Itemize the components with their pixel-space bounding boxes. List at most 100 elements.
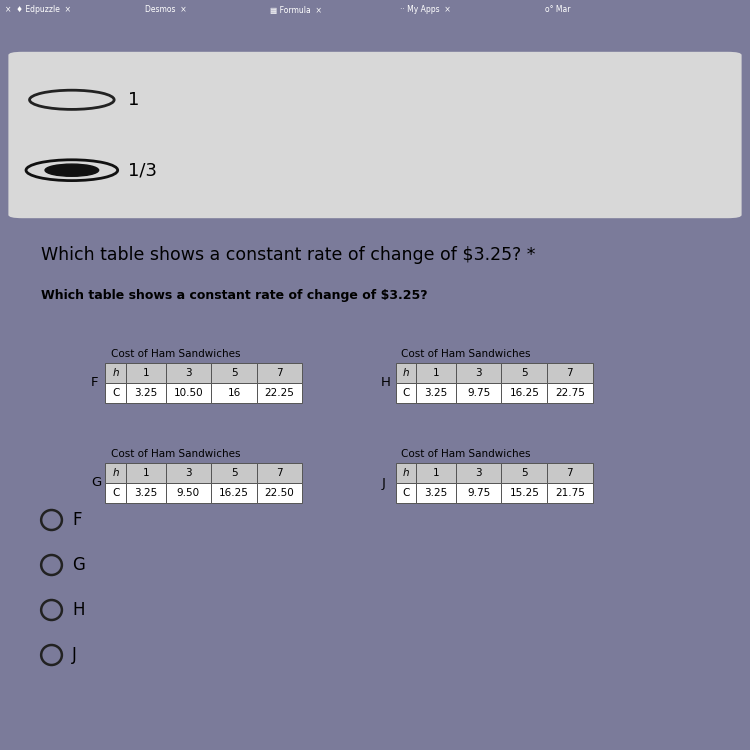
Text: ×  ♦ Edpuzzle  ×: × ♦ Edpuzzle × bbox=[5, 5, 71, 14]
Text: F: F bbox=[91, 376, 98, 389]
Bar bbox=[547, 383, 592, 403]
Text: 22.75: 22.75 bbox=[555, 388, 585, 398]
Circle shape bbox=[45, 164, 99, 176]
Text: 7: 7 bbox=[276, 368, 283, 378]
Bar bbox=[502, 483, 547, 503]
Text: 7: 7 bbox=[566, 468, 573, 478]
Bar bbox=[106, 383, 126, 403]
Text: 1: 1 bbox=[142, 468, 149, 478]
Text: 5: 5 bbox=[521, 468, 527, 478]
Bar bbox=[106, 483, 126, 503]
Text: 22.25: 22.25 bbox=[265, 388, 295, 398]
Bar bbox=[456, 363, 502, 383]
Bar bbox=[166, 463, 211, 483]
Text: ▦ Formula  ×: ▦ Formula × bbox=[270, 5, 322, 14]
Bar bbox=[166, 363, 211, 383]
Text: 5: 5 bbox=[231, 468, 237, 478]
Bar bbox=[211, 463, 256, 483]
Bar bbox=[256, 483, 302, 503]
Text: 1: 1 bbox=[433, 368, 439, 378]
Text: 9.75: 9.75 bbox=[467, 488, 490, 498]
Text: J: J bbox=[72, 646, 77, 664]
Text: 1/3: 1/3 bbox=[128, 161, 158, 179]
Text: 15.25: 15.25 bbox=[509, 488, 539, 498]
Text: C: C bbox=[403, 488, 410, 498]
Text: Which table shows a constant rate of change of $3.25? *: Which table shows a constant rate of cha… bbox=[41, 246, 536, 264]
Text: 5: 5 bbox=[231, 368, 237, 378]
Text: 10.50: 10.50 bbox=[173, 388, 203, 398]
Bar bbox=[502, 383, 547, 403]
Bar bbox=[166, 383, 211, 403]
Text: Cost of Ham Sandwiches: Cost of Ham Sandwiches bbox=[401, 449, 530, 459]
Bar bbox=[396, 483, 416, 503]
Bar bbox=[456, 483, 502, 503]
Text: h: h bbox=[403, 468, 410, 478]
Text: 1: 1 bbox=[128, 91, 140, 109]
Text: 3.25: 3.25 bbox=[424, 388, 448, 398]
Bar bbox=[126, 463, 166, 483]
Bar bbox=[256, 463, 302, 483]
Bar bbox=[396, 383, 416, 403]
Text: Which table shows a constant rate of change of $3.25?: Which table shows a constant rate of cha… bbox=[41, 289, 427, 302]
Text: 9.50: 9.50 bbox=[177, 488, 200, 498]
Text: H: H bbox=[72, 601, 85, 619]
Bar bbox=[256, 363, 302, 383]
Text: 16.25: 16.25 bbox=[509, 388, 539, 398]
Text: C: C bbox=[112, 488, 119, 498]
Bar bbox=[547, 463, 592, 483]
Bar bbox=[416, 483, 456, 503]
Text: 3: 3 bbox=[185, 368, 192, 378]
Text: h: h bbox=[112, 368, 119, 378]
Text: 7: 7 bbox=[276, 468, 283, 478]
Text: H: H bbox=[381, 376, 391, 389]
Bar bbox=[211, 363, 256, 383]
Text: 1: 1 bbox=[142, 368, 149, 378]
Bar bbox=[396, 463, 416, 483]
Text: F: F bbox=[72, 511, 82, 529]
Bar bbox=[211, 383, 256, 403]
Bar bbox=[456, 383, 502, 403]
Bar bbox=[416, 463, 456, 483]
Bar bbox=[502, 463, 547, 483]
Text: 16.25: 16.25 bbox=[219, 488, 249, 498]
Bar bbox=[211, 483, 256, 503]
Bar bbox=[416, 363, 456, 383]
Text: 22.50: 22.50 bbox=[265, 488, 295, 498]
Bar bbox=[126, 363, 166, 383]
Bar bbox=[106, 463, 126, 483]
Text: G: G bbox=[72, 556, 86, 574]
Text: 3: 3 bbox=[476, 368, 482, 378]
Text: Cost of Ham Sandwiches: Cost of Ham Sandwiches bbox=[111, 449, 240, 459]
Bar bbox=[547, 483, 592, 503]
Text: 7: 7 bbox=[566, 368, 573, 378]
Text: 3.25: 3.25 bbox=[134, 488, 158, 498]
Text: 21.75: 21.75 bbox=[555, 488, 585, 498]
Bar bbox=[126, 483, 166, 503]
Text: J: J bbox=[381, 476, 385, 490]
Text: 5: 5 bbox=[521, 368, 527, 378]
Bar bbox=[502, 363, 547, 383]
Text: Cost of Ham Sandwiches: Cost of Ham Sandwiches bbox=[401, 349, 530, 359]
Text: C: C bbox=[403, 388, 410, 398]
Bar bbox=[256, 383, 302, 403]
Text: 16: 16 bbox=[227, 388, 241, 398]
Bar bbox=[547, 363, 592, 383]
Bar bbox=[166, 483, 211, 503]
Text: h: h bbox=[403, 368, 410, 378]
Text: h: h bbox=[112, 468, 119, 478]
Bar bbox=[396, 363, 416, 383]
Text: C: C bbox=[112, 388, 119, 398]
Text: 3.25: 3.25 bbox=[424, 488, 448, 498]
Text: Desmos  ×: Desmos × bbox=[145, 5, 187, 14]
Text: 9.75: 9.75 bbox=[467, 388, 490, 398]
Text: 3: 3 bbox=[185, 468, 192, 478]
Bar bbox=[416, 383, 456, 403]
Bar bbox=[126, 383, 166, 403]
Text: 3: 3 bbox=[476, 468, 482, 478]
FancyBboxPatch shape bbox=[8, 52, 742, 218]
Bar bbox=[106, 363, 126, 383]
Text: ·· My Apps  ×: ·· My Apps × bbox=[400, 5, 451, 14]
Text: G: G bbox=[91, 476, 101, 490]
Text: 1: 1 bbox=[433, 468, 439, 478]
Text: Cost of Ham Sandwiches: Cost of Ham Sandwiches bbox=[111, 349, 240, 359]
